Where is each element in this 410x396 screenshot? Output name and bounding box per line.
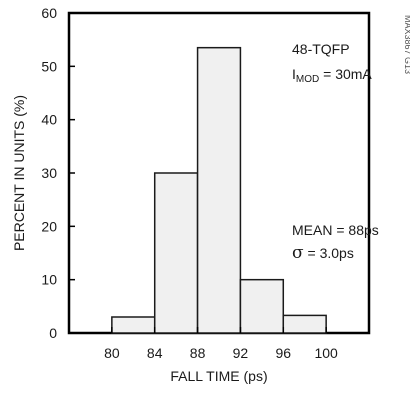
x-axis-label: FALL TIME (ps) bbox=[170, 368, 267, 384]
y-ticks-group: 0 10 20 30 40 50 60 bbox=[41, 5, 75, 341]
histogram-bar-80-84 bbox=[111, 316, 156, 334]
imod-main: I bbox=[292, 66, 296, 82]
annotation-mean: MEAN = 88ps bbox=[292, 222, 379, 238]
y-axis-label: PERCENT IN UNITS (%) bbox=[11, 95, 27, 251]
bars-group bbox=[111, 46, 327, 334]
x-ticks-group: 80 84 88 92 96 100 bbox=[104, 327, 338, 361]
x-tick-label: 88 bbox=[190, 345, 206, 361]
annotation-imod: IMOD = 30mA bbox=[292, 66, 372, 85]
x-tick-label: 96 bbox=[275, 345, 291, 361]
imod-value: = 30mA bbox=[319, 66, 372, 82]
histogram-bar-88-92 bbox=[196, 46, 242, 334]
x-tick-label: 100 bbox=[314, 345, 338, 361]
x-tick-label: 92 bbox=[233, 345, 249, 361]
histogram-bar-96-100 bbox=[282, 314, 327, 334]
histogram-bar-84-88 bbox=[153, 172, 199, 334]
figure-id: MAX3867 G13 bbox=[403, 15, 410, 74]
sigma-value: = 3.0ps bbox=[304, 245, 354, 261]
annotation-sigma: σ = 3.0ps bbox=[292, 243, 354, 263]
y-tick-label: 10 bbox=[41, 272, 57, 288]
y-tick-label: 0 bbox=[49, 325, 57, 341]
imod-subscript: MOD bbox=[296, 74, 319, 85]
histogram-bar-92-96 bbox=[239, 278, 285, 334]
x-tick-label: 80 bbox=[104, 345, 120, 361]
annotation-package: 48-TQFP bbox=[292, 41, 350, 57]
y-tick-label: 20 bbox=[41, 218, 57, 234]
y-tick-label: 40 bbox=[41, 112, 57, 128]
sigma-symbol: σ bbox=[292, 243, 304, 263]
y-tick-label: 50 bbox=[41, 58, 57, 74]
y-tick-label: 60 bbox=[41, 5, 57, 21]
x-tick-label: 84 bbox=[147, 345, 163, 361]
y-tick-label: 30 bbox=[41, 165, 57, 181]
